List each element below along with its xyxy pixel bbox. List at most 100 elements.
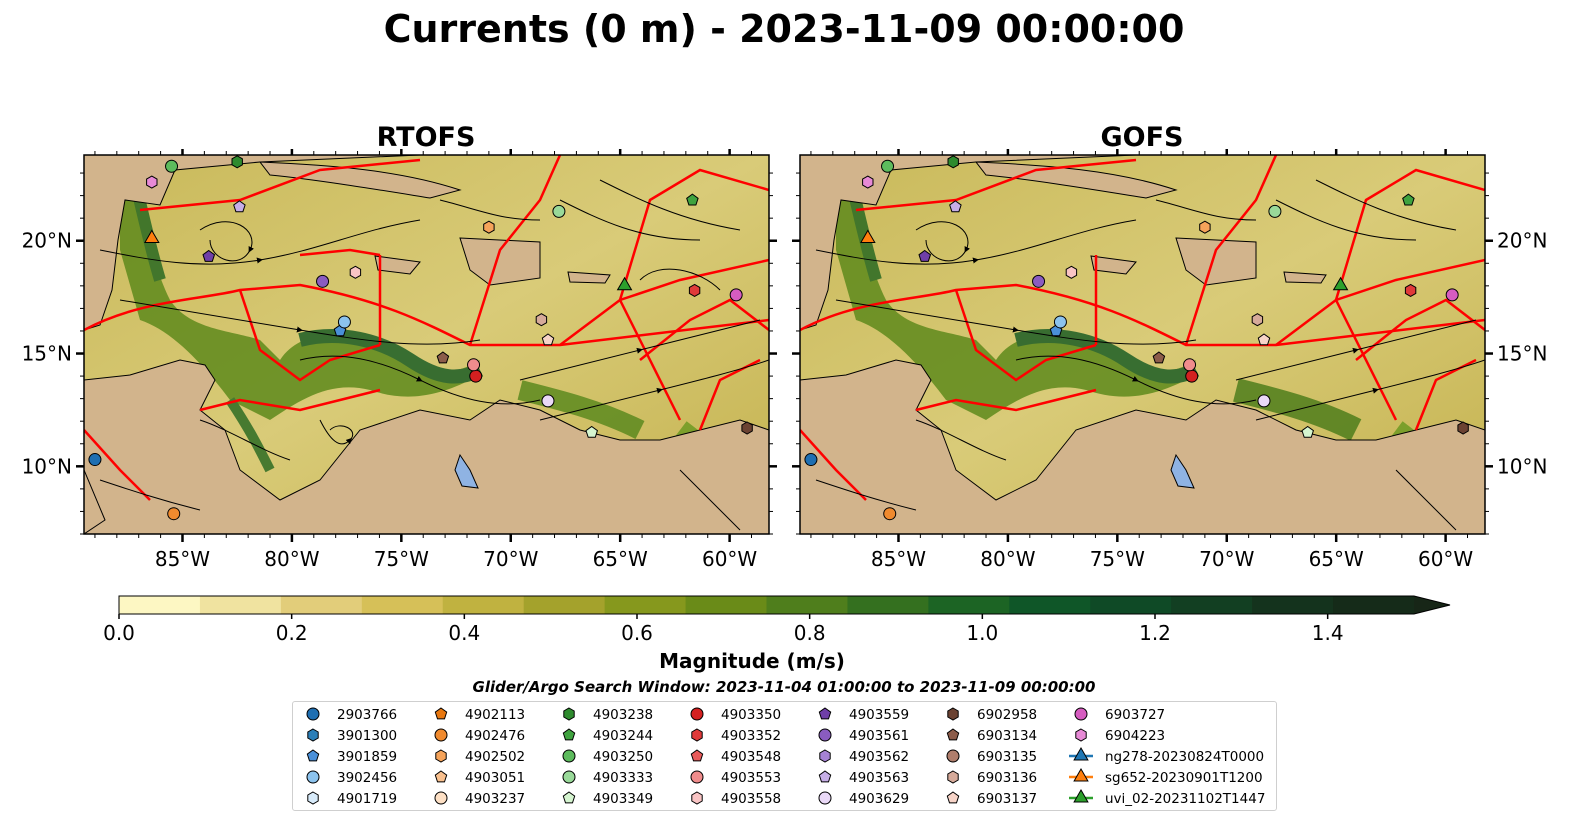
x-tick-label: 80°W	[264, 547, 319, 571]
platform-marker-2903766	[88, 453, 102, 467]
colorbar-segment	[604, 596, 687, 614]
legend-label: 4903349	[593, 791, 653, 807]
platform-marker-uvi_02-20231102T1447	[1332, 276, 1349, 291]
legend-label: 6903135	[977, 749, 1037, 765]
eez-boundaries	[84, 155, 769, 501]
legend-label: 4903548	[721, 749, 781, 765]
platform-marker-uvi_02-20231102T1447	[616, 276, 633, 291]
legend-marker-4903559	[818, 707, 832, 720]
legend-marker-4903349	[562, 791, 576, 804]
legend-label: 4903563	[849, 770, 909, 786]
y-tick-label: 10°N	[1497, 454, 1547, 478]
legend-label: 4903250	[593, 749, 653, 765]
x-tick-label: 85°W	[871, 547, 926, 571]
colorbar-segment	[847, 596, 929, 614]
legend-marker-3901859	[306, 749, 320, 762]
colorbar-extend-arrow	[1414, 596, 1450, 614]
legend-marker-4903051	[434, 770, 448, 783]
colorbar-tick-label: 1.4	[1312, 621, 1344, 645]
legend-label: 3901859	[337, 749, 397, 765]
platform-marker-6903136	[535, 313, 548, 327]
x-tick-label: 70°W	[483, 547, 538, 571]
y-tick-label: 15°N	[22, 342, 72, 366]
platform-marker-4903553	[1183, 358, 1197, 372]
legend-label: 3902456	[337, 770, 397, 786]
platform-marker-6903136	[1251, 313, 1264, 327]
colorbar-tick-label: 1.0	[966, 621, 998, 645]
colorbar-segment	[361, 596, 444, 614]
colorbar-segment	[1252, 596, 1334, 614]
legend-label: 2903766	[337, 707, 397, 723]
legend-label: 4903558	[721, 791, 781, 807]
legend-marker-4903548	[690, 749, 704, 762]
colorbar-label: Magnitude (m/s)	[659, 649, 845, 673]
colorbar-segment	[523, 596, 606, 614]
map-frame-rtofs	[83, 154, 770, 535]
legend-marker-4903352	[691, 728, 703, 742]
legend-label: 6902958	[977, 707, 1037, 723]
colorbar-segment	[199, 596, 282, 614]
legend-label: 4903333	[593, 770, 653, 786]
legend-label: 6903137	[977, 791, 1037, 807]
x-tick-label: 60°W	[702, 547, 757, 571]
search-window-caption: Glider/Argo Search Window: 2023-11-04 01…	[473, 678, 1096, 696]
legend-label: 4903553	[721, 770, 781, 786]
map-panel-rtofs: RTOFS	[22, 122, 777, 571]
legend-marker-4903244	[562, 728, 576, 741]
y-tick-label: 15°N	[1497, 342, 1547, 366]
colorbar-tick-label: 0.8	[794, 621, 826, 645]
platform-marker-6902958	[741, 421, 753, 435]
platform-marker-6903137	[1257, 333, 1271, 346]
platform-marker-6903134	[1152, 351, 1166, 364]
y-tick-label: 20°N	[22, 229, 72, 253]
legend-marker-4903561	[818, 728, 832, 742]
platform-marker-4903563	[949, 200, 962, 213]
platform-markers-gofs	[804, 155, 1469, 521]
x-tick-label: 60°W	[1418, 547, 1473, 571]
panel-title-gofs: GOFS	[1100, 122, 1183, 153]
legend-marker-3902456	[306, 770, 320, 784]
x-tick-label: 75°W	[1090, 547, 1145, 571]
axis-ticks-rtofs: 85°W 80°W 75°W 70°W 65°W 60°W 20°N 15°N 10°N	[22, 149, 777, 571]
colorbar-segment	[766, 596, 848, 614]
platform-marker-4903629	[1257, 394, 1271, 408]
platform-marker-4903561	[316, 274, 330, 288]
x-tick-label: 65°W	[593, 547, 648, 571]
platform-marker-4902476	[167, 507, 181, 521]
platform-marker-4903349	[585, 425, 598, 438]
legend-label: 4903051	[465, 770, 525, 786]
legend-label: 4903352	[721, 728, 781, 744]
platform-marker-4903250	[881, 159, 895, 173]
platform-marker-4903561	[1032, 274, 1046, 288]
platform-marker-4903244	[1402, 193, 1415, 206]
platform-marker-3902456	[1053, 315, 1067, 329]
colorbar-segment	[1171, 596, 1253, 614]
legend-label: 4903244	[593, 728, 653, 744]
y-tick-label: 20°N	[1497, 229, 1547, 253]
platform-marker-2903766	[804, 453, 818, 467]
platform-marker-3902456	[337, 315, 351, 329]
legend-label: 4901719	[337, 791, 397, 807]
legend-marker-4902113	[434, 707, 448, 720]
legend-marker-2903766	[306, 707, 320, 721]
platform-marker-4902502	[1199, 220, 1211, 234]
legend-entries: 2903766 3901300 3901859 3902456 4901719 49021…	[306, 707, 1265, 807]
legend-marker-4903350	[690, 707, 704, 721]
map-frame-gofs	[799, 154, 1486, 535]
legend-marker-6903137	[946, 791, 960, 804]
legend-marker-4902476	[434, 728, 448, 742]
legend-label: 4903350	[721, 707, 781, 723]
legend-marker-6902958	[947, 707, 959, 721]
legend-marker-4903553	[690, 770, 704, 784]
platform-marker-4903333	[1268, 204, 1282, 218]
legend-marker-6903134	[946, 728, 960, 741]
platform-marker-4903553	[467, 358, 481, 372]
legend-label: 4903562	[849, 749, 909, 765]
legend-marker-4903238	[563, 707, 575, 721]
platform-marker-4902502	[483, 220, 495, 234]
legend-marker-4903629	[818, 791, 832, 805]
platform-legend: 2903766 3901300 3901859 3902456 4901719 49021…	[292, 701, 1277, 811]
legend-marker-sg652-20230901T1200	[1073, 767, 1089, 782]
x-tick-label: 75°W	[374, 547, 429, 571]
platform-marker-4903629	[541, 394, 555, 408]
